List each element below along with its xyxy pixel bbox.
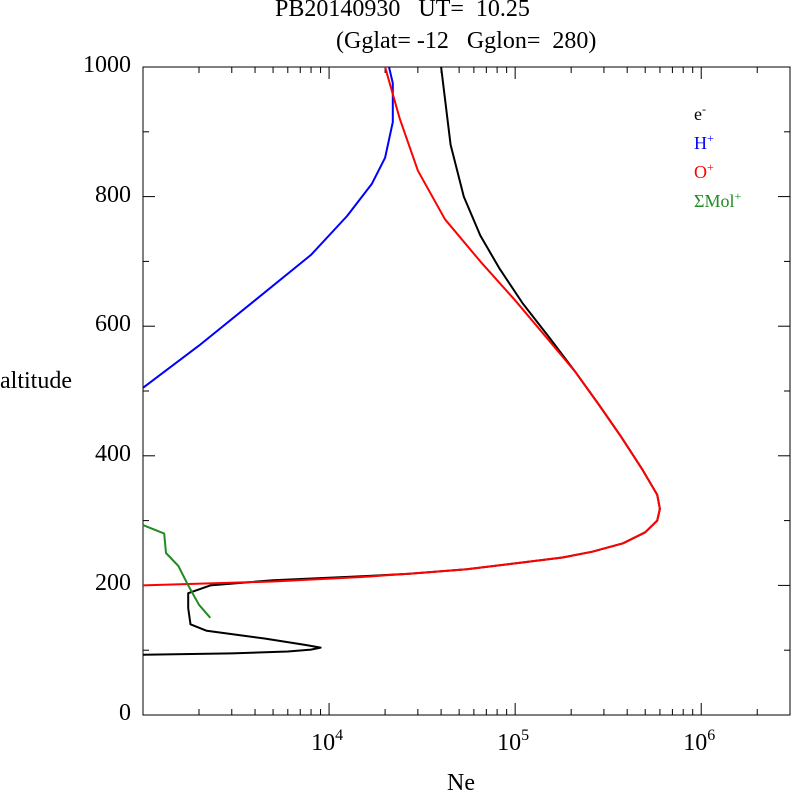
- legend-label: ΣMol: [694, 191, 735, 211]
- legend-entry: O+: [694, 160, 714, 183]
- legend-superscript: +: [707, 131, 714, 145]
- x-tick-label-exponent: 4: [335, 727, 344, 744]
- series-line-mol: [142, 524, 212, 619]
- x-tick-label: 106: [683, 727, 715, 757]
- y-tick-label: 800: [95, 181, 131, 208]
- legend-entry: e-: [694, 102, 706, 125]
- x-tick-label-base: 10: [683, 730, 708, 756]
- x-tick-label: 104: [311, 727, 343, 757]
- series-line-e: [142, 66, 661, 656]
- legend-entry: ΣMol+: [694, 189, 741, 212]
- x-tick-label-base: 10: [497, 730, 522, 756]
- chart-title-line2: (Gglat= -12 Gglon= 280): [336, 28, 597, 54]
- legend-superscript: +: [734, 189, 742, 203]
- x-tick-label-base: 10: [311, 730, 336, 756]
- series-line-h: [142, 66, 394, 389]
- y-tick-label: 600: [95, 311, 131, 338]
- x-tick-label-exponent: 6: [707, 727, 716, 744]
- y-tick-label: 200: [95, 570, 131, 597]
- x-tick-label-exponent: 5: [521, 727, 530, 744]
- legend-superscript: -: [702, 102, 706, 116]
- y-tick-label: 400: [95, 440, 131, 467]
- x-axis-label: Ne: [447, 770, 475, 796]
- legend-label: e: [694, 104, 702, 124]
- chart-title-line1: PB20140930 UT= 10.25: [275, 0, 530, 22]
- legend-label: O: [694, 162, 707, 182]
- plot-frame: [142, 66, 791, 716]
- x-tick-label: 105: [497, 727, 529, 757]
- legend-entry: H+: [694, 131, 714, 154]
- y-axis-label: altitude: [0, 368, 72, 394]
- series-line-o: [142, 66, 661, 587]
- y-tick-label: 0: [119, 700, 131, 726]
- y-tick-label: 1000: [83, 52, 131, 78]
- legend-label: H: [694, 133, 707, 153]
- legend-superscript: +: [707, 160, 714, 174]
